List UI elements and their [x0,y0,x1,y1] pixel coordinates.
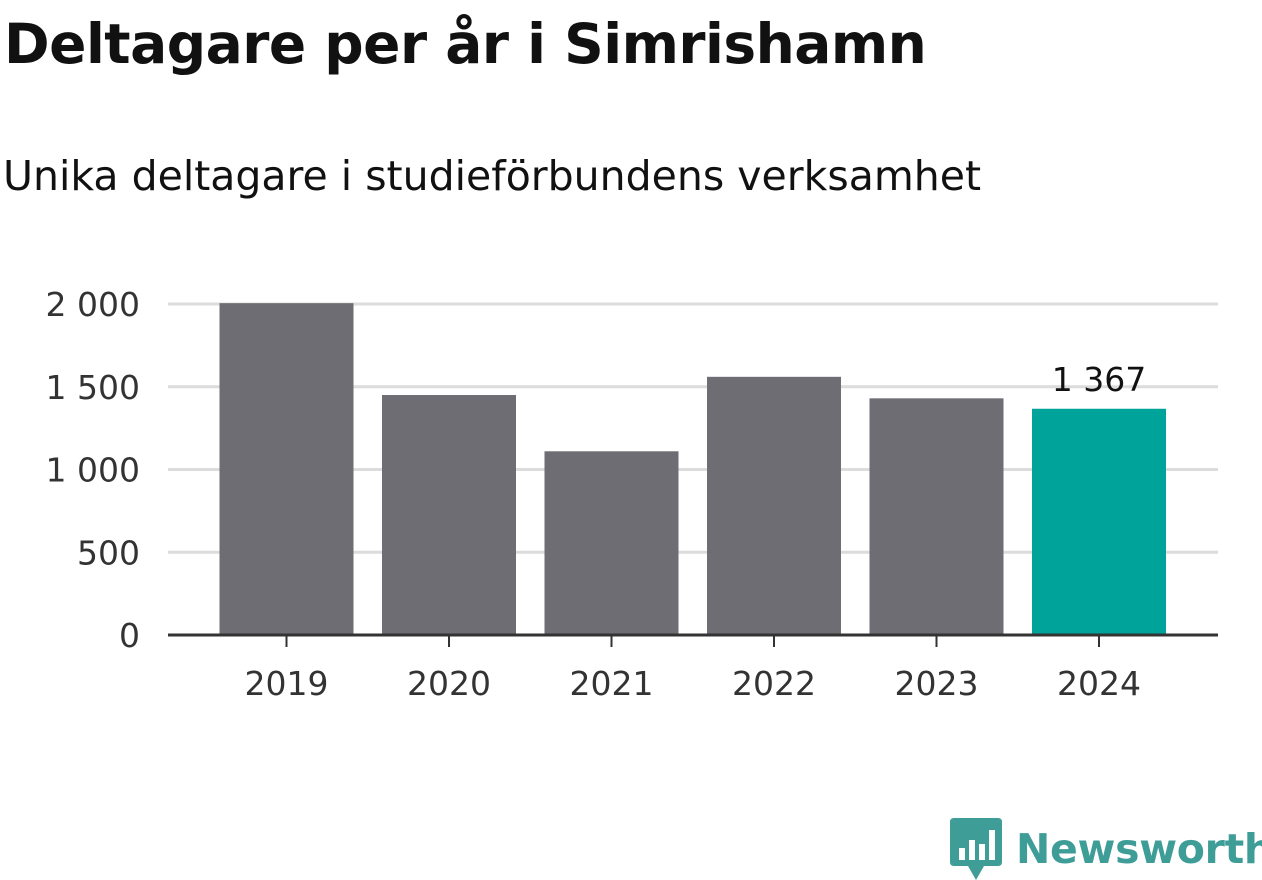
x-axis-tick-labels: 2019 2020 2021 2022 2023 2024 [245,664,1141,703]
x-tick-label: 2019 [245,664,329,703]
data-label-2024: 1 367 [1052,360,1146,399]
y-axis-tick-labels: 0 500 1 000 1 500 2 000 [46,285,140,655]
y-tick-label: 500 [77,533,140,572]
data-labels: 1 367 [1052,360,1146,399]
bar-2023 [869,398,1004,635]
bar-2019 [219,303,354,635]
x-tick-label: 2023 [895,664,979,703]
bar-chart: 0 500 1 000 1 500 2 000 2019 2020 2021 2022 2023… [46,285,1218,703]
bar-2022 [707,376,841,635]
x-tick-label: 2021 [570,664,654,703]
newsworthy-chart-bubble-icon [950,818,1002,880]
bars [219,303,1166,635]
y-tick-label: 1 500 [46,368,140,407]
brand-name: Newsworthy [1016,825,1262,873]
x-tick-label: 2024 [1057,664,1141,703]
x-axis [168,633,1218,647]
y-tick-label: 0 [119,616,140,655]
bar-2021 [544,451,679,635]
brand-logo: Newsworthy [950,818,1262,880]
x-tick-label: 2020 [407,664,491,703]
chart-title: Deltagare per år i Simrishamn [4,12,927,76]
chart-subtitle: Unika deltagare i studieförbundens verks… [3,152,982,200]
y-tick-label: 2 000 [46,285,140,324]
bar-2024 [1032,408,1166,635]
y-tick-label: 1 000 [46,451,140,490]
bar-2020 [382,395,516,635]
x-tick-label: 2022 [732,664,816,703]
